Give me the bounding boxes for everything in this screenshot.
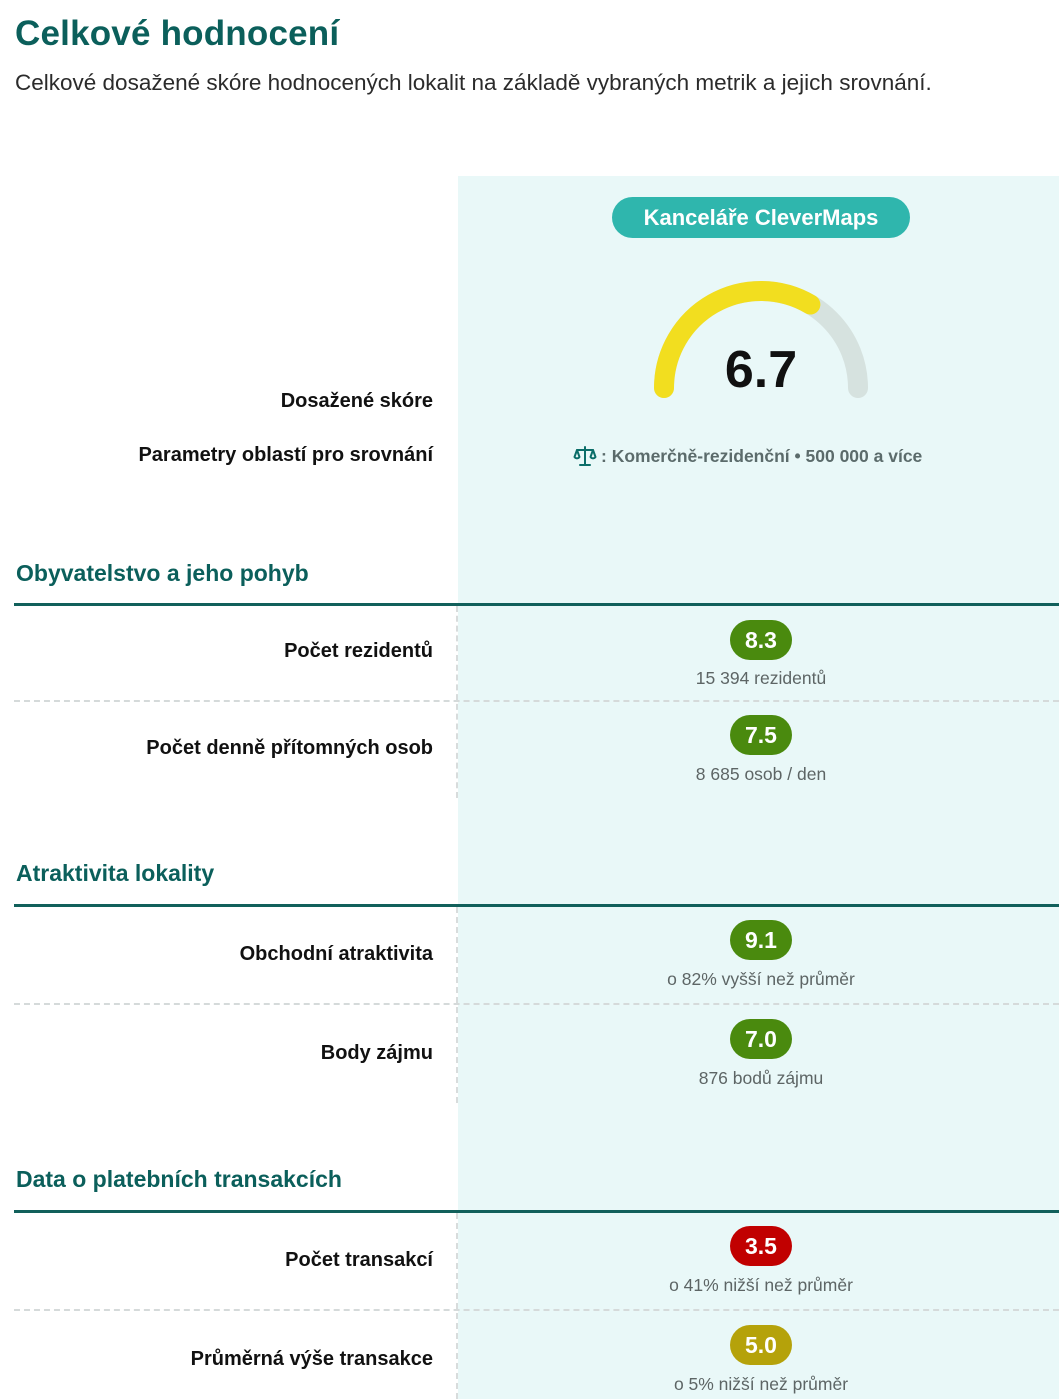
gauge-fill (654, 281, 821, 398)
metric-label-daily-present: Počet denně přítomných osob (146, 737, 433, 759)
metric-note-transaction-average: o 5% nižší než průměr (673, 1374, 849, 1394)
score-badge-poi: 7.0 (730, 1019, 792, 1059)
location-name-pill[interactable]: Kanceláře CleverMaps (612, 197, 910, 238)
score-badge-transaction-count: 3.5 (730, 1226, 792, 1266)
scale-icon (573, 446, 597, 466)
page-subtitle: Celkové dosažené skóre hodnocených lokal… (15, 70, 932, 95)
score-badge-commercial: 9.1 (730, 920, 792, 960)
metric-note-poi: 876 bodů zájmu (698, 1068, 824, 1088)
metric-label-commercial: Obchodní atraktivita (239, 943, 433, 965)
column-divider (456, 606, 458, 798)
score-badge-daily-present: 7.5 (730, 715, 792, 755)
row-divider (14, 1309, 1059, 1311)
location-column-background (458, 176, 1059, 1399)
page-title: Celkové hodnocení (15, 14, 340, 53)
score-gauge (654, 281, 868, 398)
section-title-attractiveness: Atraktivita lokality (16, 860, 215, 886)
metric-label-poi: Body zájmu (320, 1042, 433, 1064)
section-title-transactions: Data o platebních transakcích (16, 1166, 342, 1192)
metric-note-daily-present: 8 685 osob / den (695, 764, 827, 784)
row-divider (14, 700, 1059, 702)
metric-note-transaction-count: o 41% nižší než průměr (669, 1275, 853, 1295)
comparison-params-label: Parametry oblastí pro srovnání (138, 444, 433, 466)
comparison-params-value[interactable]: : Komerčně-rezidenční • 500 000 a více (573, 444, 922, 468)
section-divider (14, 603, 1059, 606)
metric-note-commercial: o 82% vyšší než průměr (667, 969, 855, 989)
section-divider (14, 904, 1059, 907)
achieved-score-label: Dosažené skóre (280, 390, 433, 412)
score-badge-transaction-average: 5.0 (730, 1325, 792, 1365)
column-divider (456, 907, 458, 1103)
score-badge-residents: 8.3 (730, 620, 792, 660)
column-divider (456, 1213, 458, 1399)
section-title-population: Obyvatelstvo a jeho pohyb (16, 560, 309, 586)
metric-label-transaction-average: Průměrná výše transakce (190, 1348, 433, 1370)
section-divider (14, 1210, 1059, 1213)
row-divider (14, 1003, 1059, 1005)
metric-label-residents: Počet rezidentů (284, 640, 433, 662)
metric-note-residents: 15 394 rezidentů (695, 668, 827, 688)
comparison-params-text: : Komerčně-rezidenční • 500 000 a více (601, 445, 923, 466)
metric-label-transaction-count: Počet transakcí (285, 1249, 433, 1271)
total-score-value: 6.7 (724, 341, 798, 399)
